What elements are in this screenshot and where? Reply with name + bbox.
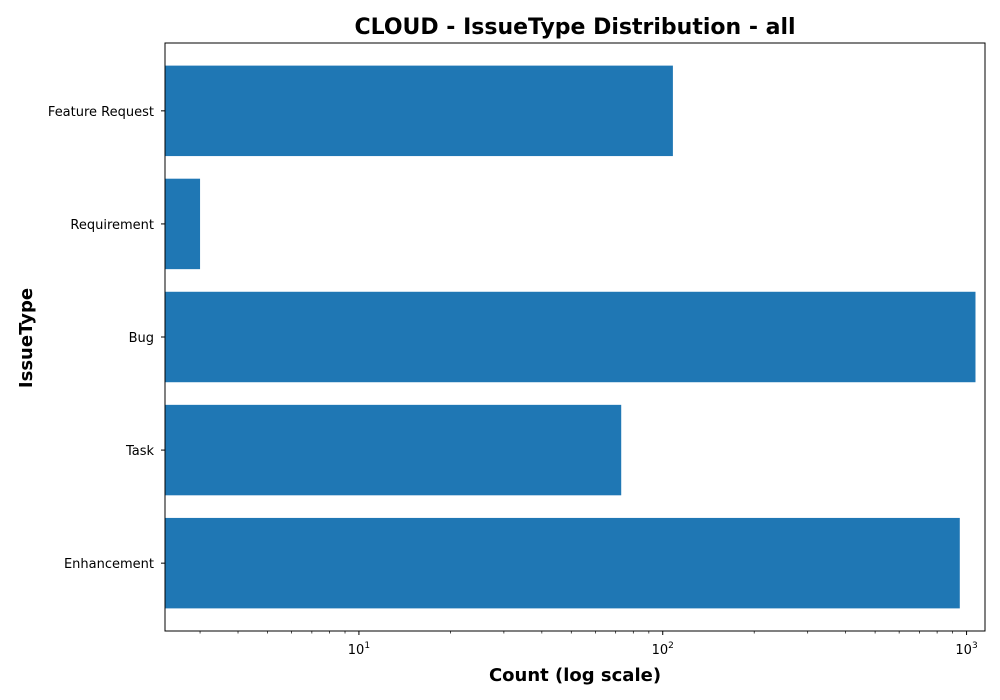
bar-requirement <box>165 178 201 270</box>
x-axis-label: Count (log scale) <box>489 665 661 686</box>
y-tick-label: Task <box>125 444 155 459</box>
y-tick-label: Enhancement <box>64 557 154 572</box>
bar-enhancement <box>165 517 960 609</box>
y-tick-label: Requirement <box>70 218 154 233</box>
y-axis-ticks: Enhancement Task Bug Requirement Feature Req… <box>48 105 165 572</box>
y-tick-label: Bug <box>129 331 154 346</box>
x-axis-ticks: 101 102 103 <box>199 631 978 658</box>
bar-bug <box>165 291 976 383</box>
bar-task <box>165 404 622 496</box>
bars-group <box>165 65 976 609</box>
x-tick-label: 101 <box>348 641 370 658</box>
chart-title: CLOUD - IssueType Distribution - all <box>354 15 795 40</box>
y-tick-label: Feature Request <box>48 105 154 120</box>
bar-feature-request <box>165 65 673 157</box>
y-axis-label: IssueType <box>16 288 37 388</box>
x-tick-label: 103 <box>955 641 977 658</box>
x-tick-label: 102 <box>652 641 674 658</box>
